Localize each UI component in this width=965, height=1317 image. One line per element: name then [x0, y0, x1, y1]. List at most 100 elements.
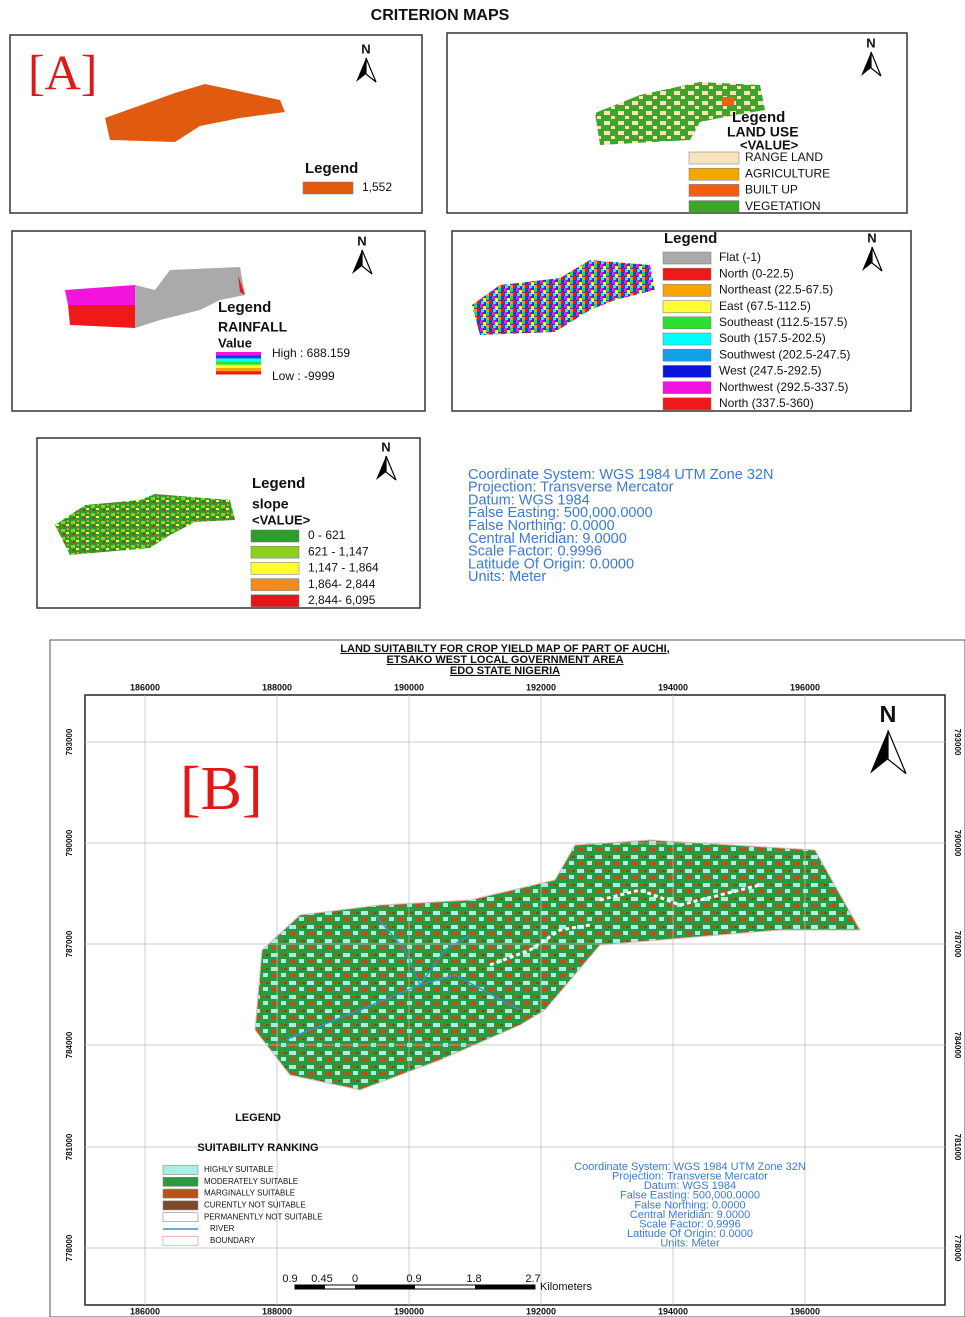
- x-tick-label: 194000: [658, 1306, 688, 1316]
- legend-title: Legend: [218, 299, 271, 316]
- legend-ramp: [216, 368, 261, 371]
- scale-label: 0: [352, 1273, 358, 1285]
- legend-label: South (157.5-202.5): [719, 331, 826, 345]
- legend-label: RANGE LAND: [745, 150, 823, 164]
- scale-bar: [475, 1285, 535, 1289]
- north-label: N: [357, 233, 366, 248]
- legend-label: 1,147 - 1,864: [308, 561, 379, 575]
- map-shape: [68, 305, 135, 328]
- x-tick-label: 188000: [262, 682, 292, 692]
- map-title: EDO STATE NIGERIA: [450, 665, 560, 677]
- legend-subtitle: SUITABILITY RANKING: [197, 1142, 318, 1154]
- x-tick-label: 188000: [262, 1306, 292, 1316]
- legend-swatch: [663, 398, 711, 410]
- legend-swatch: [663, 268, 711, 280]
- legend-layer: RAINFALL: [218, 319, 288, 335]
- scale-unit: Kilometers: [540, 1281, 592, 1293]
- legend-label: CURENTLY NOT SUITABLE: [204, 1201, 306, 1210]
- legend-title: Legend: [252, 475, 305, 492]
- legend-label: Low : -9999: [272, 369, 335, 383]
- y-tick-label: 778000: [953, 1235, 962, 1262]
- map-shape: [722, 97, 734, 105]
- y-tick-label: 778000: [65, 1234, 74, 1261]
- y-tick-label: 787000: [953, 931, 962, 958]
- scale-label: 2.7: [525, 1273, 540, 1285]
- y-tick-label: 790000: [953, 830, 962, 857]
- page-title: CRITERION MAPS: [371, 7, 510, 24]
- legend-swatch: [251, 562, 299, 574]
- x-tick-label: 190000: [394, 682, 424, 692]
- legend-swatch: [689, 201, 739, 213]
- legend-swatch: [689, 168, 739, 180]
- scale-label: 0.9: [282, 1273, 297, 1285]
- legend-swatch: [163, 1166, 198, 1175]
- legend-label: 621 - 1,147: [308, 544, 369, 558]
- legend-label: MODERATELY SUITABLE: [204, 1177, 298, 1186]
- legend-swatch: [663, 301, 711, 313]
- legend-swatch: [663, 284, 711, 296]
- legend-title: Legend: [305, 160, 358, 177]
- x-tick-label: 186000: [130, 682, 160, 692]
- legend-swatch: [163, 1189, 198, 1198]
- map-label: [B]: [180, 755, 263, 823]
- legend-label: PERMANENTLY NOT SUITABLE: [204, 1212, 323, 1221]
- north-label: N: [866, 35, 875, 50]
- legend-swatch: [303, 182, 353, 194]
- legend-label: VEGETATION: [745, 199, 821, 213]
- legend-label: High : 688.159: [272, 346, 350, 360]
- north-label: N: [880, 701, 897, 727]
- legend-label: HIGHLY SUITABLE: [204, 1165, 273, 1174]
- legend-field: <VALUE>: [252, 512, 311, 527]
- x-tick-label: 186000: [130, 1306, 160, 1316]
- legend-label: East (67.5-112.5): [719, 299, 811, 313]
- legend-label: 0 - 621: [308, 528, 346, 542]
- legend-swatch: [689, 152, 739, 164]
- legend-swatch: [251, 595, 299, 607]
- legend-label: Northwest (292.5-337.5): [719, 380, 848, 394]
- legend-label: 1,864- 2,844: [308, 577, 376, 591]
- legend-swatch: [163, 1201, 198, 1210]
- legend-ramp: [216, 365, 261, 368]
- panel-label: [A]: [28, 44, 97, 100]
- y-tick-label: 784000: [65, 1031, 74, 1058]
- coordinate-info: Units: Meter: [660, 1238, 720, 1250]
- legend-label: Southeast (112.5-157.5): [719, 315, 848, 329]
- north-label: N: [361, 41, 370, 56]
- legend-label: 1,552: [362, 180, 392, 194]
- legend-ramp: [216, 371, 261, 374]
- legend-swatch: [251, 546, 299, 558]
- scale-bar: [355, 1285, 415, 1289]
- y-tick-label: 793000: [65, 728, 74, 755]
- legend-label: North (0-22.5): [719, 266, 794, 280]
- legend-field: Value: [218, 335, 252, 350]
- y-tick-label: 787000: [65, 930, 74, 957]
- y-tick-label: 781000: [953, 1134, 962, 1161]
- figure: CRITERION MAPS[A]NLegend1,552NLegendLAND…: [0, 0, 965, 1317]
- legend-label: 2,844- 6,095: [308, 593, 376, 607]
- legend-label: Southwest (202.5-247.5): [719, 347, 850, 361]
- scale-label: 1.8: [466, 1273, 481, 1285]
- y-tick-label: 781000: [65, 1133, 74, 1160]
- legend-swatch: [251, 579, 299, 591]
- legend-swatch: [663, 382, 711, 394]
- x-tick-label: 196000: [790, 682, 820, 692]
- scale-label: 0.45: [311, 1273, 332, 1285]
- legend-swatch: [663, 365, 711, 377]
- north-label: N: [381, 439, 390, 454]
- y-tick-label: 793000: [953, 729, 962, 756]
- y-tick-label: 784000: [953, 1032, 962, 1059]
- legend-ramp: [216, 352, 261, 355]
- scale-label: 0.9: [406, 1273, 421, 1285]
- legend-swatch: [163, 1236, 198, 1245]
- legend-label: Northeast (22.5-67.5): [719, 283, 833, 297]
- legend-label: BOUNDARY: [210, 1236, 256, 1245]
- legend-label: AGRICULTURE: [745, 166, 830, 180]
- legend-swatch: [251, 530, 299, 542]
- legend-swatch: [663, 252, 711, 264]
- legend-swatch: [663, 333, 711, 345]
- legend-swatch: [663, 349, 711, 361]
- legend-title: LEGEND: [235, 1112, 281, 1124]
- scale-bar: [295, 1285, 325, 1289]
- x-tick-label: 194000: [658, 682, 688, 692]
- legend-label: BUILT UP: [745, 183, 798, 197]
